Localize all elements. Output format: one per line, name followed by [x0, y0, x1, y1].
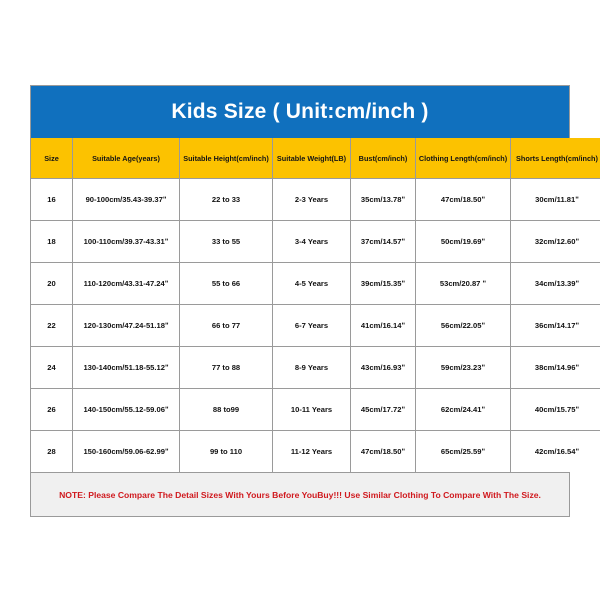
table-row: 28 150-160cm/59.06-62.99ʺ 99 to 110 11-1… — [31, 430, 600, 472]
cell-shorts-length: 42cm/16.54ʺ — [510, 430, 600, 472]
cell-bust: 35cm/13.78ʺ — [350, 178, 416, 221]
cell-suitable-weight: 6-7 Years — [272, 304, 351, 347]
cell-suitable-weight: 8-9 Years — [272, 346, 351, 389]
cell-size: 20 — [31, 262, 73, 305]
cell-suitable-height: 99 to 110 — [179, 430, 273, 472]
cell-shorts-length: 40cm/15.75ʺ — [510, 388, 600, 431]
cell-suitable-height: 88 to99 — [179, 388, 273, 431]
table-row: 24 130-140cm/51.18-55.12ʺ 77 to 88 8-9 Y… — [31, 346, 600, 389]
cell-suitable-age: 110-120cm/43.31-47.24ʺ — [72, 262, 180, 305]
cell-size: 28 — [31, 430, 73, 472]
cell-shorts-length: 34cm/13.39ʺ — [510, 262, 600, 305]
table-row: 22 120-130cm/47.24-51.18ʺ 66 to 77 6-7 Y… — [31, 304, 600, 347]
cell-suitable-weight: 11-12 Years — [272, 430, 351, 472]
cell-size: 24 — [31, 346, 73, 389]
cell-suitable-age: 130-140cm/51.18-55.12ʺ — [72, 346, 180, 389]
table-row: 18 100-110cm/39.37-43.31ʺ 33 to 55 3-4 Y… — [31, 220, 600, 263]
table-header-row: Size Suitable Age(years) Suitable Height… — [31, 138, 600, 179]
cell-size: 22 — [31, 304, 73, 347]
cell-shorts-length: 30cm/11.81ʺ — [510, 178, 600, 221]
cell-clothing-length: 62cm/24.41ʺ — [415, 388, 511, 431]
column-header-size: Size — [31, 138, 73, 179]
cell-suitable-weight: 10-11 Years — [272, 388, 351, 431]
cell-clothing-length: 56cm/22.05ʺ — [415, 304, 511, 347]
column-header-suitable-height: Suitable Height(cm/inch) — [179, 138, 273, 179]
column-header-bust: Bust(cm/inch) — [350, 138, 416, 179]
cell-suitable-age: 150-160cm/59.06-62.99ʺ — [72, 430, 180, 472]
cell-clothing-length: 50cm/19.69ʺ — [415, 220, 511, 263]
cell-clothing-length: 47cm/18.50ʺ — [415, 178, 511, 221]
table-row: 26 140-150cm/55.12-59.06ʺ 88 to99 10-11 … — [31, 388, 600, 431]
note-bar: NOTE: Please Compare The Detail Sizes Wi… — [31, 472, 569, 516]
table-header: Size Suitable Age(years) Suitable Height… — [31, 138, 600, 179]
cell-suitable-age: 140-150cm/55.12-59.06ʺ — [72, 388, 180, 431]
cell-suitable-weight: 3-4 Years — [272, 220, 351, 263]
cell-shorts-length: 36cm/14.17ʺ — [510, 304, 600, 347]
chart-title-banner: Kids Size ( Unit:cm/inch ) — [31, 86, 569, 138]
column-header-shorts-length: Shorts Length(cm/inch) — [510, 138, 600, 179]
table-row: 20 110-120cm/43.31-47.24ʺ 55 to 66 4-5 Y… — [31, 262, 600, 305]
cell-clothing-length: 65cm/25.59ʺ — [415, 430, 511, 472]
cell-bust: 43cm/16.93ʺ — [350, 346, 416, 389]
cell-shorts-length: 38cm/14.96ʺ — [510, 346, 600, 389]
cell-size: 16 — [31, 178, 73, 221]
cell-bust: 41cm/16.14ʺ — [350, 304, 416, 347]
cell-suitable-height: 33 to 55 — [179, 220, 273, 263]
cell-size: 18 — [31, 220, 73, 263]
column-header-suitable-weight: Suitable Weight(LB) — [272, 138, 351, 179]
cell-suitable-weight: 4-5 Years — [272, 262, 351, 305]
table-body: 16 90-100cm/35.43-39.37ʺ 22 to 33 2-3 Ye… — [31, 178, 600, 472]
cell-clothing-length: 53cm/20.87 ʺ — [415, 262, 511, 305]
cell-bust: 37cm/14.57ʺ — [350, 220, 416, 263]
cell-shorts-length: 32cm/12.60ʺ — [510, 220, 600, 263]
page-title: Kids Size ( Unit:cm/inch ) — [171, 100, 429, 123]
cell-suitable-age: 120-130cm/47.24-51.18ʺ — [72, 304, 180, 347]
cell-clothing-length: 59cm/23.23ʺ — [415, 346, 511, 389]
cell-suitable-height: 77 to 88 — [179, 346, 273, 389]
cell-suitable-age: 100-110cm/39.37-43.31ʺ — [72, 220, 180, 263]
cell-bust: 47cm/18.50ʺ — [350, 430, 416, 472]
table-row: 16 90-100cm/35.43-39.37ʺ 22 to 33 2-3 Ye… — [31, 178, 600, 221]
cell-size: 26 — [31, 388, 73, 431]
size-chart-card: Kids Size ( Unit:cm/inch ) Size Suitable… — [30, 85, 600, 517]
cell-suitable-age: 90-100cm/35.43-39.37ʺ — [72, 178, 180, 221]
cell-suitable-height: 55 to 66 — [179, 262, 273, 305]
cell-suitable-height: 66 to 77 — [179, 304, 273, 347]
cell-bust: 45cm/17.72ʺ — [350, 388, 416, 431]
cell-suitable-height: 22 to 33 — [179, 178, 273, 221]
size-table: Size Suitable Age(years) Suitable Height… — [31, 138, 600, 472]
note-text: NOTE: Please Compare The Detail Sizes Wi… — [59, 489, 541, 500]
cell-suitable-weight: 2-3 Years — [272, 178, 351, 221]
cell-bust: 39cm/15.35ʺ — [350, 262, 416, 305]
column-header-clothing-length: Clothing Length(cm/inch) — [415, 138, 511, 179]
column-header-suitable-age: Suitable Age(years) — [72, 138, 180, 179]
